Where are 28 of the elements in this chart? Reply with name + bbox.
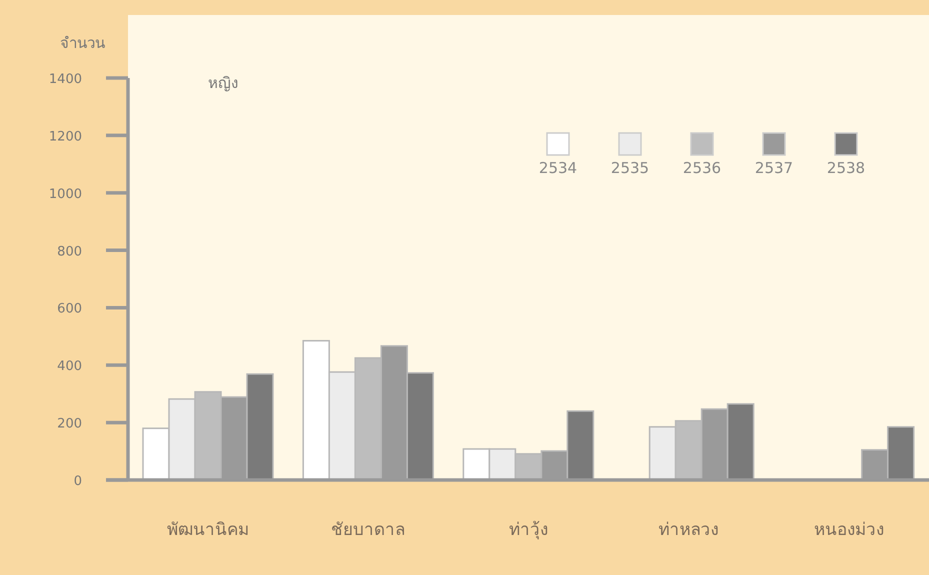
y-tick-label: 1400 — [48, 72, 82, 87]
y-tick-label: 400 — [57, 359, 82, 374]
x-tick-label: ท่าหลวง — [658, 520, 719, 540]
y-tick: 1000 — [48, 186, 128, 202]
y-tick: 200 — [57, 416, 128, 432]
y-tick-label: 200 — [57, 416, 82, 432]
x-tick-label: พัฒนานิคม — [167, 520, 249, 540]
y-tick: 600 — [57, 302, 128, 317]
legend-label: 2536 — [682, 159, 722, 177]
chart-title: หญิง — [208, 74, 238, 92]
y-tick-label: 800 — [57, 244, 82, 260]
y-tick: 1200 — [48, 129, 128, 144]
y-tick: 0 — [74, 474, 128, 489]
y-axis-title: จำนวน — [60, 34, 105, 52]
legend-label: 2538 — [826, 159, 866, 177]
legend-label: 2537 — [754, 159, 794, 177]
y-tick: 400 — [57, 359, 128, 374]
y-tick-label: 600 — [57, 302, 82, 317]
y-tick: 1400 — [48, 72, 128, 87]
legend-label: 2535 — [610, 159, 650, 177]
legend-label: 2534 — [538, 159, 578, 177]
y-tick-label: 0 — [74, 474, 82, 489]
x-tick-label: ชัยบาดาล — [331, 520, 406, 540]
y-tick: 800 — [57, 244, 128, 260]
x-tick-label: ท่าวุ้ง — [508, 520, 548, 540]
y-tick-label: 1200 — [48, 129, 82, 144]
x-tick-label: หนองม่วง — [814, 520, 884, 540]
y-tick-label: 1000 — [48, 186, 82, 202]
